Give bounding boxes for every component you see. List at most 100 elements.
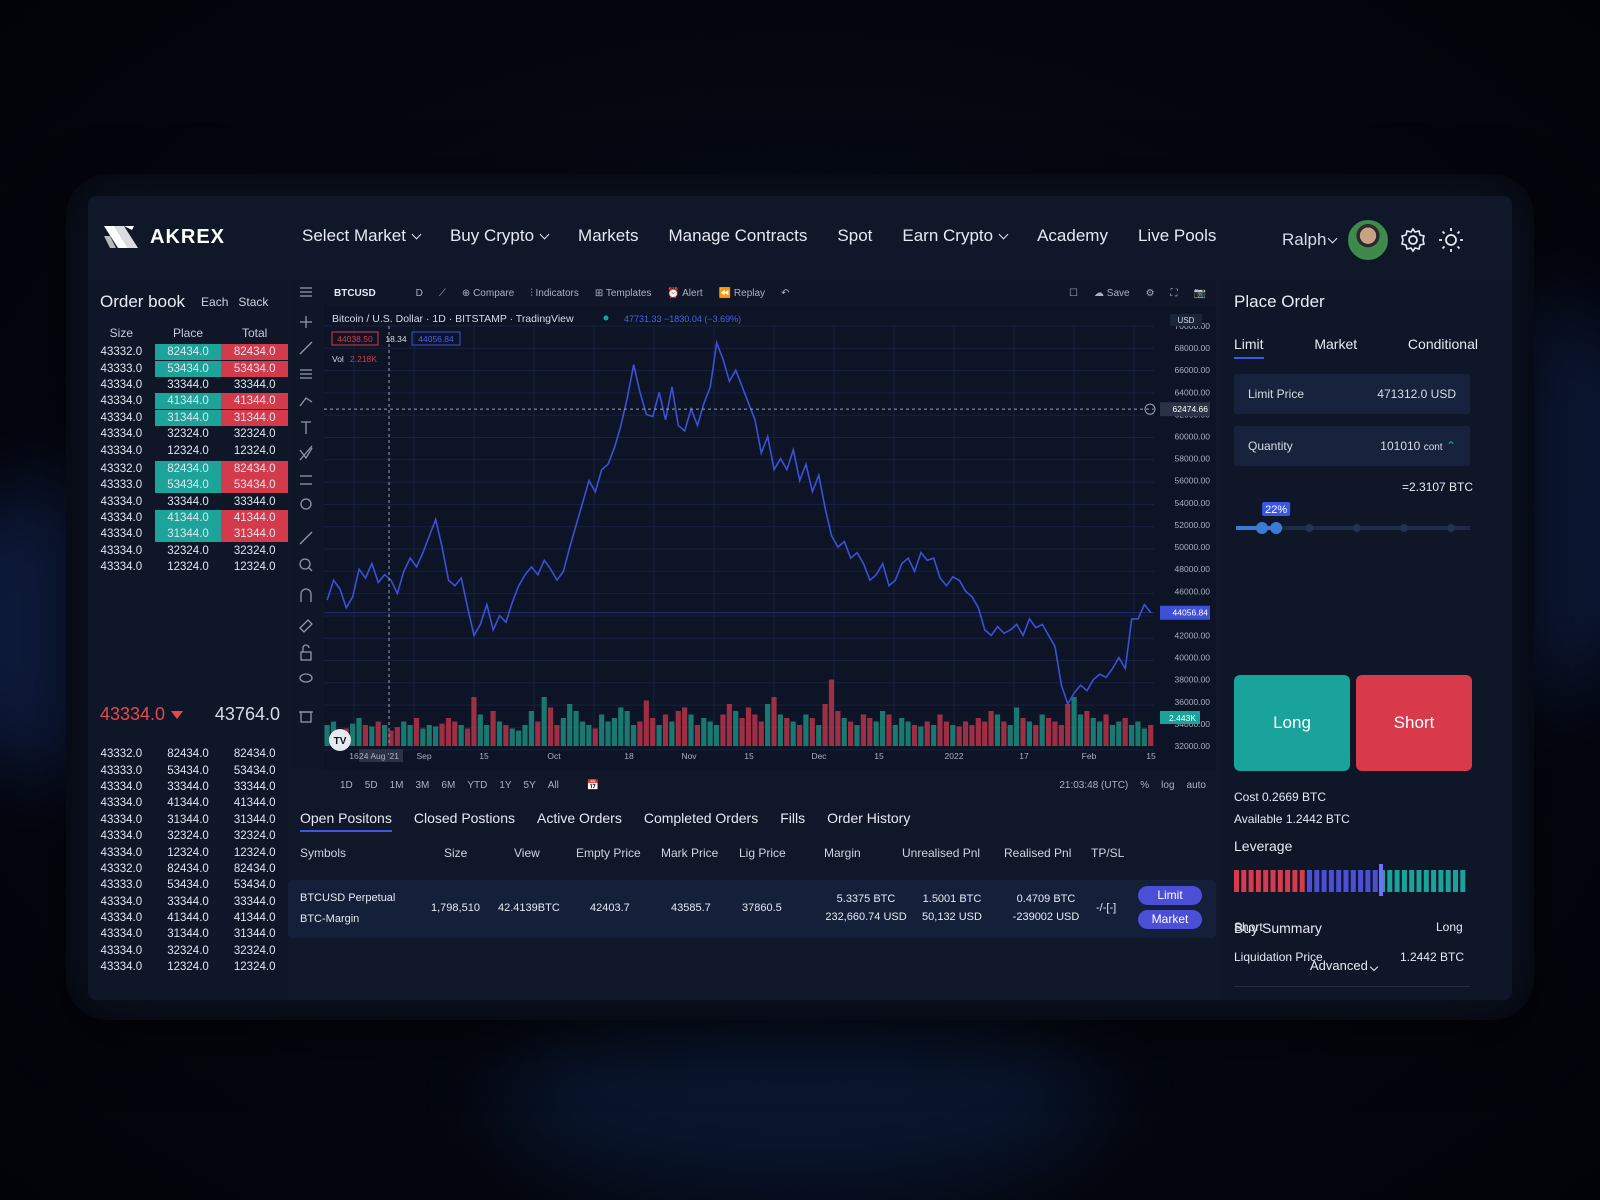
leverage-segment[interactable] <box>1372 870 1378 892</box>
quantity-field[interactable]: Quantity 101010 cont ⌃ <box>1234 426 1470 466</box>
order-book-row[interactable]: 43334.0 41344.0 41344.0 <box>88 910 288 926</box>
tab-market[interactable]: Market <box>1314 336 1358 352</box>
undo-icon[interactable]: ↶ <box>781 287 790 299</box>
user-menu[interactable]: Ralph <box>1282 230 1338 250</box>
order-book-row[interactable]: 43334.0 33344.0 33344.0 <box>88 779 288 795</box>
leverage-segment[interactable] <box>1401 870 1407 892</box>
brand-logo[interactable]: AKREX <box>102 222 225 252</box>
leverage-segment[interactable] <box>1387 870 1393 892</box>
auto-toggle[interactable]: auto <box>1186 779 1206 791</box>
leverage-segment[interactable] <box>1234 870 1239 892</box>
order-book-row[interactable]: 43334.0 12324.0 12324.0 <box>88 959 288 975</box>
settings-icon[interactable]: ⚙ <box>1145 287 1155 299</box>
chart-type-icon[interactable]: ⟋ <box>438 287 446 299</box>
leverage-segment[interactable] <box>1445 870 1451 892</box>
order-book-row[interactable]: 43332.0 82434.0 82434.0 <box>88 861 288 877</box>
bid-box[interactable] <box>331 331 379 346</box>
order-book-row[interactable]: 43334.0 31344.0 31344.0 <box>88 526 289 543</box>
slider-step[interactable] <box>1352 524 1361 532</box>
tab-conditional[interactable]: Conditional <box>1407 336 1478 352</box>
leverage-segment[interactable] <box>1343 870 1349 892</box>
percent-toggle[interactable]: % <box>1140 779 1150 791</box>
order-book-row[interactable]: 43334.0 32324.0 32324.0 <box>88 426 288 442</box>
leverage-segment[interactable] <box>1438 870 1444 892</box>
order-book-row[interactable]: 43334.0 41344.0 41344.0 <box>88 795 288 811</box>
leverage-segment[interactable] <box>1270 870 1276 892</box>
leverage-segment[interactable] <box>1299 870 1305 892</box>
order-book-row[interactable]: 43334.0 33344.0 33344.0 <box>88 377 288 393</box>
fullscreen-icon[interactable]: ⛶ <box>1170 287 1178 299</box>
templates-button[interactable]: ⊞ Templates <box>595 288 652 299</box>
order-book-row[interactable]: 43334.0 12324.0 12324.0 <box>88 844 288 860</box>
order-book-row[interactable]: 43334.0 32324.0 32324.0 <box>88 543 288 559</box>
nav-item-markets[interactable]: Markets <box>578 226 638 246</box>
nav-item-manage-contracts[interactable]: Manage Contracts <box>669 226 808 246</box>
save-button[interactable]: ☁ Save <box>1094 288 1130 299</box>
leverage-segment[interactable] <box>1460 870 1466 892</box>
leverage-segment[interactable] <box>1255 870 1261 892</box>
currency-selector[interactable] <box>1170 314 1202 326</box>
order-book-row[interactable]: 43333.0 53434.0 53434.0 <box>88 877 288 893</box>
add-alert-icon[interactable] <box>1144 403 1156 415</box>
order-book-row[interactable]: 43334.0 31344.0 31344.0 <box>88 926 288 942</box>
nav-item-select-market[interactable]: Select Market <box>302 226 422 246</box>
range-all[interactable]: All <box>547 779 559 791</box>
camera-icon[interactable]: 📷 <box>1193 287 1206 299</box>
replay-button[interactable]: ⏪ Replay <box>719 288 765 299</box>
tab-limit[interactable]: Limit <box>1234 336 1264 359</box>
limit-button[interactable]: Limit <box>1138 886 1202 905</box>
alert-button[interactable]: ⏰ Alert <box>667 288 702 299</box>
slider-step[interactable] <box>1399 524 1408 532</box>
tab-each[interactable]: Each <box>201 295 229 309</box>
drawing-tools-icons[interactable] <box>290 280 322 730</box>
range-3m[interactable]: 3M <box>415 779 430 791</box>
sun-icon[interactable] <box>1438 227 1464 253</box>
range-5d[interactable]: 5D <box>364 779 378 791</box>
gear-icon[interactable] <box>1400 227 1426 253</box>
order-book-row[interactable]: 43334.0 31344.0 31344.0 <box>88 409 289 426</box>
range-1d[interactable]: 1D <box>340 779 353 791</box>
order-book-row[interactable]: 43334.0 41344.0 41344.0 <box>88 393 289 410</box>
slider-step[interactable] <box>1305 524 1314 532</box>
interval-selector[interactable]: D <box>415 287 423 299</box>
tab-stack[interactable]: Stack <box>238 295 269 309</box>
order-book-row[interactable]: 43333.0 53434.0 53434.0 <box>88 762 288 778</box>
leverage-segment[interactable] <box>1416 870 1422 892</box>
leverage-marker[interactable] <box>1379 864 1383 896</box>
order-book-row[interactable]: 43334.0 41344.0 41344.0 <box>88 510 289 527</box>
order-book-row[interactable]: 43332.0 82434.0 82434.0 <box>88 460 289 477</box>
slider-start-knob[interactable] <box>1256 522 1268 534</box>
order-book-row[interactable]: 43334.0 12324.0 12324.0 <box>88 559 288 575</box>
nav-item-live-pools[interactable]: Live Pools <box>1138 226 1216 246</box>
tab-open-positons[interactable]: Open Positons <box>300 810 392 832</box>
tab-closed-postions[interactable]: Closed Postions <box>413 810 516 826</box>
leverage-segment[interactable] <box>1307 870 1312 892</box>
market-button[interactable]: Market <box>1138 910 1202 929</box>
leverage-segment[interactable] <box>1358 870 1364 892</box>
tab-fills[interactable]: Fills <box>780 810 806 826</box>
log-toggle[interactable]: log <box>1161 779 1175 791</box>
order-book-row[interactable]: 43334.0 31344.0 31344.0 <box>88 812 288 828</box>
price-chart[interactable]: 70000.0068000.0066000.0064000.0062000.00… <box>324 306 1216 770</box>
leverage-segment[interactable] <box>1241 870 1247 892</box>
order-book-row[interactable]: 43334.0 33344.0 33344.0 <box>88 494 288 510</box>
leverage-segment[interactable] <box>1431 870 1437 892</box>
price-chart-svg[interactable]: 70000.0068000.0066000.0064000.0062000.00… <box>324 306 1216 770</box>
tab-active-orders[interactable]: Active Orders <box>537 810 622 826</box>
advanced-toggle[interactable]: Advanced <box>1310 958 1379 973</box>
leverage-segment[interactable] <box>1394 870 1400 892</box>
limit-price-field[interactable]: Limit Price 471312.0 USD <box>1234 374 1470 414</box>
compare-button[interactable]: ⊕ Compare <box>462 288 514 299</box>
leverage-segment[interactable] <box>1328 870 1334 892</box>
slider-knob[interactable] <box>1270 522 1283 534</box>
short-button[interactable]: Short <box>1356 675 1472 771</box>
ask-box[interactable] <box>411 331 461 346</box>
leverage-segment[interactable] <box>1314 870 1320 892</box>
nav-item-earn-crypto[interactable]: Earn Crypto <box>902 226 1009 246</box>
symbol-selector[interactable]: BTCUSD <box>334 287 376 299</box>
leverage-segment[interactable] <box>1336 870 1342 892</box>
order-book-row[interactable]: 43334.0 33344.0 33344.0 <box>88 894 288 910</box>
leverage-segment[interactable] <box>1248 870 1254 892</box>
layout-icon[interactable]: ☐ <box>1069 287 1078 299</box>
nav-item-spot[interactable]: Spot <box>837 226 872 246</box>
